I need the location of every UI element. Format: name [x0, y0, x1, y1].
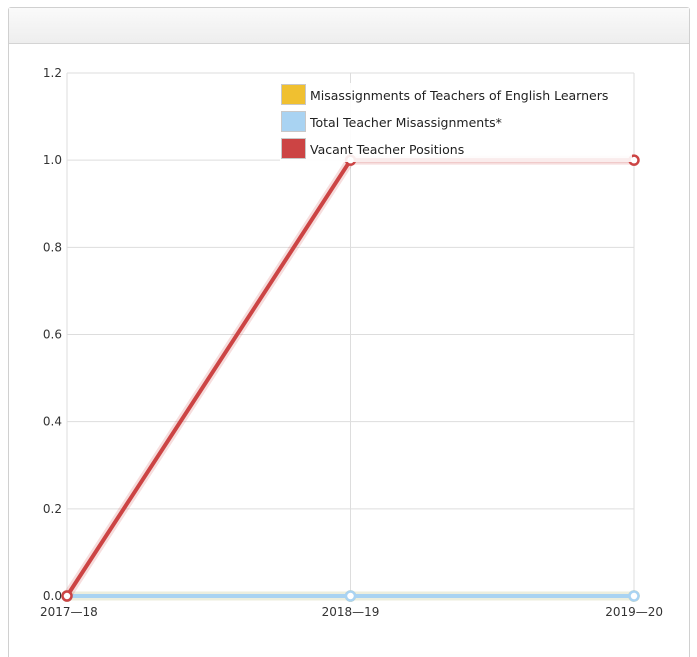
y-tick-label: 0.2: [43, 502, 62, 516]
x-tick-label: 2018—19: [322, 605, 380, 619]
y-tick-label: 0.8: [43, 240, 62, 254]
legend-label[interactable]: Vacant Teacher Positions: [310, 142, 464, 157]
y-tick-label: 0.0: [43, 589, 62, 603]
y-tick-label: 1.0: [43, 153, 62, 167]
y-tick-label: 1.2: [43, 66, 62, 80]
legend-label[interactable]: Total Teacher Misassignments*: [309, 115, 502, 130]
legend: Misassignments of Teachers of English Le…: [280, 83, 632, 162]
x-tick-label: 2017—18: [40, 605, 98, 619]
legend-background: [280, 83, 632, 162]
axis-ticks: 0.0 0.2 0.4 0.6 0.8 1.0 1.2 2017—18 2018—19 2019—…: [40, 66, 663, 619]
data-point[interactable]: [61, 590, 73, 602]
legend-swatch[interactable]: [281, 111, 306, 132]
legend-label[interactable]: Misassignments of Teachers of English Le…: [310, 88, 608, 103]
x-tick-label: 2019—20: [605, 605, 663, 619]
y-tick-label: 0.6: [43, 328, 62, 342]
data-point[interactable]: [344, 590, 357, 602]
panel-header: [9, 8, 689, 44]
legend-swatch[interactable]: [281, 138, 306, 159]
y-tick-label: 0.4: [43, 415, 62, 429]
data-point[interactable]: [628, 590, 640, 602]
legend-swatch[interactable]: [281, 84, 306, 105]
